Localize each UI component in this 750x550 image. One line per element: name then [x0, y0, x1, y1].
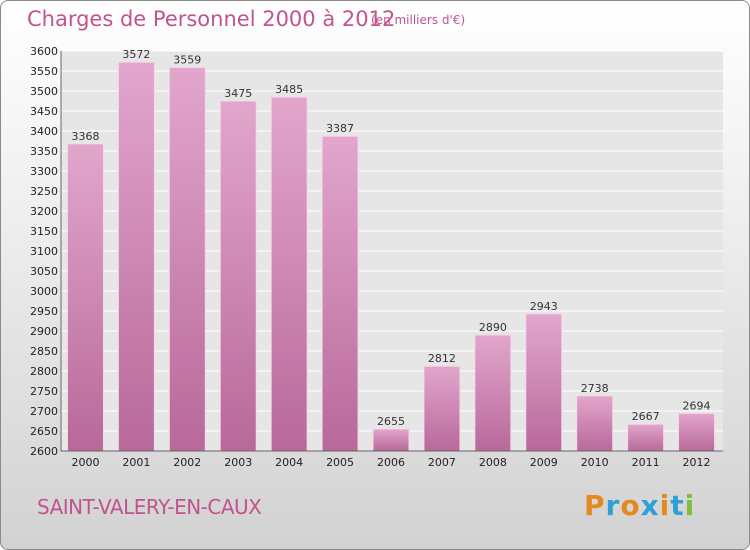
logo-letter: P [584, 489, 606, 522]
y-tick-label: 2700 [30, 405, 58, 418]
y-tick-label: 3150 [30, 225, 58, 238]
x-tick-label: 2008 [479, 456, 507, 469]
city-name: SAINT-VALERY-EN-CAUX [37, 495, 262, 519]
bar [678, 412, 716, 452]
x-tick-label: 2010 [581, 456, 609, 469]
y-tick-label: 2950 [30, 305, 58, 318]
x-tick-label: 2003 [224, 456, 252, 469]
data-label: 2943 [530, 300, 558, 313]
y-tick-label: 3100 [30, 245, 58, 258]
x-tick-label: 2006 [377, 456, 405, 469]
bar [372, 428, 410, 452]
x-tick-label: 2009 [530, 456, 558, 469]
y-tick-label: 3250 [30, 185, 58, 198]
data-label: 3387 [326, 122, 354, 135]
logo-letter: i [659, 489, 671, 522]
data-label: 3475 [224, 87, 252, 100]
y-tick-label: 3200 [30, 205, 58, 218]
y-tick-label: 2800 [30, 365, 58, 378]
bar [627, 423, 665, 452]
y-tick-label: 3600 [30, 45, 58, 58]
x-tick-label: 2012 [683, 456, 711, 469]
bar [321, 135, 359, 452]
data-label: 2694 [683, 399, 711, 412]
chart-title: Charges de Personnel 2000 à 2012 [27, 7, 396, 31]
logo-letter: t [670, 489, 685, 522]
y-tick-label: 3000 [30, 285, 58, 298]
x-tick-label: 2000 [71, 456, 99, 469]
bar [270, 96, 308, 452]
y-tick-label: 3450 [30, 105, 58, 118]
data-label: 2890 [479, 321, 507, 334]
logo-letter: x [640, 489, 660, 522]
data-label: 2812 [428, 352, 456, 365]
logo-letter: o [620, 489, 641, 522]
y-tick-label: 2750 [30, 385, 58, 398]
data-label: 3368 [71, 130, 99, 143]
chart-subtitle: (en milliers d'€) [371, 13, 466, 27]
x-tick-label: 2005 [326, 456, 354, 469]
data-label: 2738 [581, 382, 609, 395]
x-tick-label: 2007 [428, 456, 456, 469]
y-tick-label: 3350 [30, 145, 58, 158]
y-tick-label: 3050 [30, 265, 58, 278]
data-label: 2655 [377, 415, 405, 428]
x-tick-label: 2002 [173, 456, 201, 469]
y-tick-label: 3300 [30, 165, 58, 178]
y-tick-label: 3500 [30, 85, 58, 98]
bar [219, 100, 257, 452]
y-tick-label: 2600 [30, 445, 58, 458]
bar-chart: 2600 2650 2700 2750 2800 2850 2900 2950 3000 3050… [30, 45, 723, 469]
bar [168, 66, 206, 452]
bar [576, 395, 614, 452]
bar [66, 143, 104, 452]
bar [474, 334, 512, 452]
x-tick-label: 2001 [122, 456, 150, 469]
data-label: 3559 [173, 53, 201, 66]
bar [525, 313, 563, 452]
y-tick-label: 2650 [30, 425, 58, 438]
logo-letter: i [684, 489, 696, 522]
bar [423, 365, 461, 452]
y-tick-label: 3550 [30, 65, 58, 78]
proxiti-logo: Proxiti [584, 489, 695, 522]
data-label: 3485 [275, 83, 303, 96]
bar [117, 61, 155, 452]
x-tick-label: 2011 [632, 456, 660, 469]
logo-letter: r [605, 489, 621, 522]
x-tick-label: 2004 [275, 456, 303, 469]
y-tick-label: 3400 [30, 125, 58, 138]
data-label: 2667 [632, 410, 660, 423]
data-label: 3572 [122, 48, 150, 61]
y-tick-label: 2850 [30, 345, 58, 358]
y-tick-label: 2900 [30, 325, 58, 338]
